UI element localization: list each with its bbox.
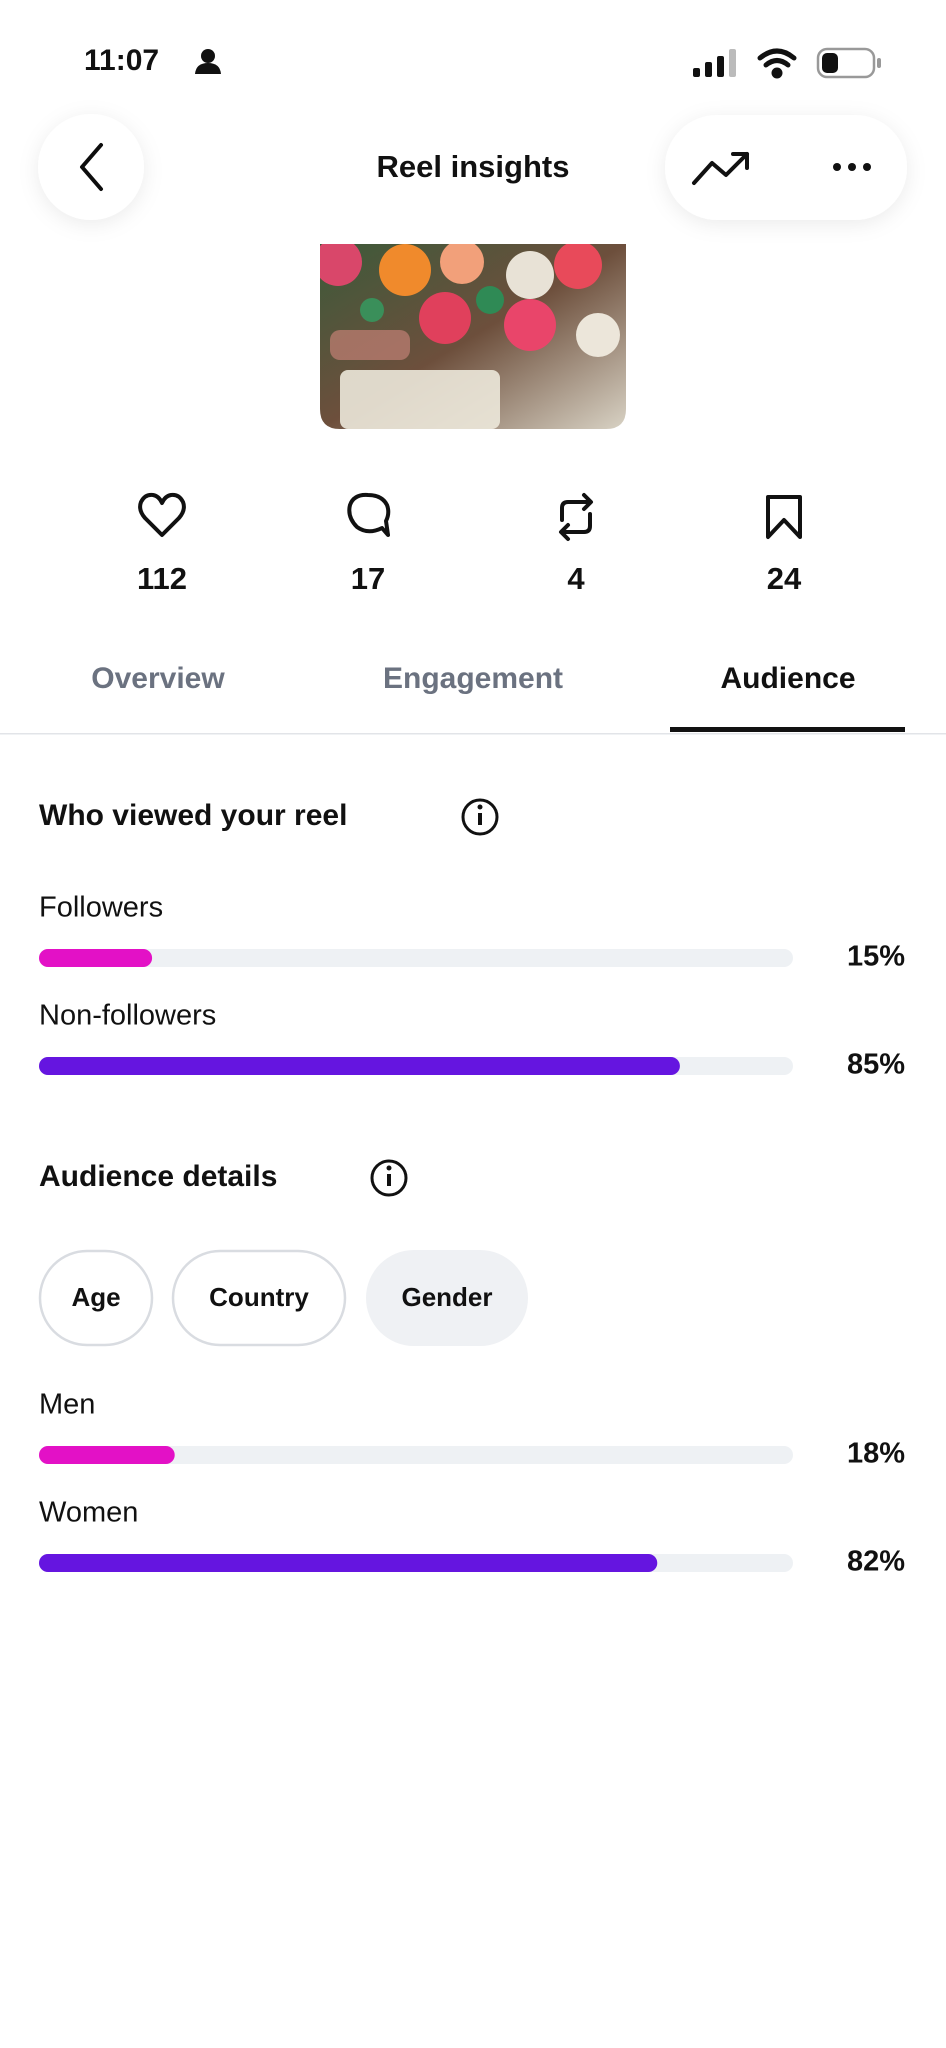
chip-label: Age xyxy=(71,1282,120,1312)
status-time: 11:07 xyxy=(84,44,159,77)
saves-count: 24 xyxy=(767,561,802,596)
reel-thumbnail[interactable] xyxy=(314,238,626,429)
back-button[interactable] xyxy=(38,114,144,220)
info-icon[interactable] xyxy=(370,1159,408,1197)
section-title: Who viewed your reel xyxy=(39,799,347,832)
bar-track xyxy=(39,1446,793,1464)
reposts-count: 4 xyxy=(567,561,585,596)
chip-label: Country xyxy=(209,1282,309,1312)
bar-label: Non-followers xyxy=(39,1000,216,1032)
signal-icon xyxy=(693,49,736,77)
bar-label: Women xyxy=(39,1497,138,1529)
bar-fill xyxy=(39,1057,680,1075)
wifi-icon xyxy=(757,48,797,79)
tab[interactable]: Overview xyxy=(91,662,225,695)
bar-value: 18% xyxy=(847,1438,905,1470)
comments-count: 17 xyxy=(351,561,385,596)
page-title: Reel insights xyxy=(377,149,570,184)
tab-divider xyxy=(0,733,946,735)
filter-chip[interactable]: Country xyxy=(171,1249,347,1347)
section-title: Audience details xyxy=(39,1160,277,1193)
filter-chip[interactable]: Age xyxy=(38,1249,154,1347)
tab[interactable]: Engagement xyxy=(383,662,563,695)
repost-icon xyxy=(559,493,593,541)
bar-label: Followers xyxy=(39,892,163,924)
bookmark-icon xyxy=(766,495,802,539)
comment-icon xyxy=(347,492,391,537)
viewer-rows: Followers 15% Non-followers 85% xyxy=(39,892,905,1081)
filter-chip-selected[interactable]: Gender xyxy=(366,1250,528,1346)
bar-track xyxy=(39,949,793,967)
bar-label: Men xyxy=(39,1389,95,1421)
likes-count: 112 xyxy=(137,561,187,596)
bar-value: 15% xyxy=(847,941,905,973)
detail-rows: Men 18% Women 82% xyxy=(39,1389,905,1578)
status-person-icon xyxy=(195,49,221,74)
bar-value: 82% xyxy=(847,1546,905,1578)
tab-active[interactable]: Audience xyxy=(720,662,855,695)
bar-fill xyxy=(39,1446,175,1464)
bar-value: 85% xyxy=(847,1049,905,1081)
tab-underline xyxy=(670,727,905,732)
battery-icon xyxy=(816,47,881,79)
info-icon[interactable] xyxy=(461,798,499,836)
trends-button[interactable] xyxy=(692,152,749,185)
more-button[interactable] xyxy=(833,163,871,171)
bar-fill xyxy=(39,949,153,967)
chip-label: Gender xyxy=(401,1282,492,1312)
like-icon xyxy=(138,492,186,537)
actions-pill xyxy=(665,115,907,220)
bar-fill xyxy=(39,1554,658,1572)
